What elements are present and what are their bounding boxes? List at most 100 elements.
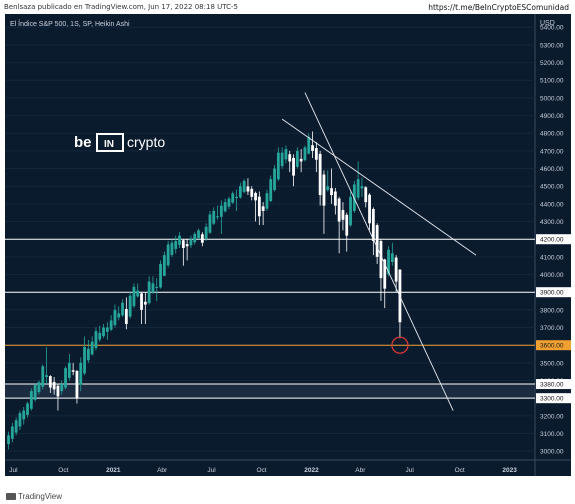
candle-body <box>368 194 371 224</box>
candle-body <box>37 382 41 392</box>
candle-body <box>375 225 379 257</box>
candle-body <box>314 148 318 160</box>
price-tick-label: 3200.00 <box>540 413 564 420</box>
tradingview-logo[interactable]: TradingView <box>6 492 62 501</box>
tradingview-icon <box>6 493 16 501</box>
candle-body <box>94 331 98 349</box>
candles <box>7 131 402 450</box>
target-circle <box>391 336 409 354</box>
candle-body <box>311 145 314 151</box>
candle-body <box>333 191 337 206</box>
candle-body <box>174 240 178 249</box>
candle-body <box>379 240 383 279</box>
publisher-info: Benlsaza publicado en TradingView.com, J… <box>4 3 238 11</box>
candle-body <box>265 193 269 209</box>
candle-body <box>75 370 79 399</box>
community-link[interactable]: https://t.me/BeInCryptoESComunidad <box>428 3 569 12</box>
candle-body <box>60 384 64 392</box>
level-label: 3600.00 <box>540 343 564 350</box>
time-tick-label: Abr <box>157 467 168 474</box>
candle-body <box>86 348 90 361</box>
time-tick-label: 2023 <box>502 467 517 474</box>
candle-body <box>124 308 128 324</box>
candle-body <box>71 370 75 372</box>
candle-body <box>280 152 284 167</box>
beincrypto-logo: be IN crypto <box>74 133 165 152</box>
candle-body <box>67 362 71 378</box>
candle-body <box>128 295 132 317</box>
candle-body <box>246 186 250 192</box>
candle-body <box>390 253 394 262</box>
candle-body <box>273 168 276 191</box>
price-tick-label: 3500.00 <box>540 360 564 367</box>
time-tick-label: Abr <box>355 467 366 474</box>
candle-body <box>121 302 124 316</box>
candle-body <box>212 210 216 224</box>
candle-body <box>238 186 242 198</box>
chart-area[interactable]: 5400.00 5300.00 5200.00 5100.00 5000.00 4900.… <box>5 14 571 476</box>
candle-body <box>185 244 189 247</box>
candle-body <box>200 234 204 243</box>
candle-body <box>295 150 299 167</box>
chart-background <box>5 14 571 476</box>
price-tick-label: 3100.00 <box>540 431 564 438</box>
candle-body <box>371 209 375 241</box>
price-tick-label: 5300.00 <box>540 42 564 49</box>
time-tick-label: 2021 <box>106 467 121 474</box>
time-tick-label: Jul <box>406 467 415 474</box>
candle-body <box>387 249 390 275</box>
candle-body <box>189 239 193 246</box>
chart-title: El Índice S&P 500, 1S, SP, Heikin Ashi <box>10 19 130 28</box>
price-chart[interactable]: 5400.00 5300.00 5200.00 5100.00 5000.00 4900.… <box>5 14 571 476</box>
candle-body <box>98 332 102 340</box>
candle-body <box>284 149 288 160</box>
candle-body <box>197 230 200 239</box>
trendlines <box>281 92 477 411</box>
price-tick-label: 4600.00 <box>540 166 564 173</box>
candle-body <box>318 153 322 196</box>
candle-body <box>90 341 94 355</box>
price-tick-label: 3800.00 <box>540 307 564 314</box>
candle-body <box>341 210 345 220</box>
candle-body <box>223 202 227 212</box>
logo-in: IN <box>104 139 114 150</box>
candle-body <box>102 327 105 337</box>
support-zone <box>5 384 535 399</box>
candle-body <box>33 384 37 400</box>
candle-body <box>178 235 181 245</box>
tradingview-label: TradingView <box>18 492 63 501</box>
price-tick-label: 4500.00 <box>540 184 564 191</box>
candle-body <box>208 214 212 233</box>
candle-body <box>41 366 45 387</box>
candle-body <box>299 158 303 162</box>
candle-body <box>155 286 159 288</box>
currency-label: USD <box>540 20 555 27</box>
level-label-box <box>536 379 571 390</box>
level-label-box <box>536 234 571 245</box>
time-tick-label: Jul <box>9 467 18 474</box>
candle-body <box>330 188 333 196</box>
candle-body <box>250 188 254 197</box>
candle-body <box>143 301 147 305</box>
zone-band <box>5 384 535 399</box>
level-label: 3380.00 <box>540 382 564 389</box>
price-tick-label: 4400.00 <box>540 201 564 208</box>
candle-body <box>292 157 295 176</box>
candle-body <box>326 186 330 191</box>
price-tick-label: 5100.00 <box>540 78 564 85</box>
candle-body <box>231 193 235 203</box>
price-axis: 5400.00 5300.00 5200.00 5100.00 5000.00 4900.… <box>536 25 571 456</box>
candle-body <box>360 186 364 189</box>
candle-body <box>254 192 257 201</box>
candle-body <box>132 286 136 307</box>
candle-body <box>307 136 311 154</box>
candle-body <box>26 403 29 415</box>
candle-body <box>14 420 18 433</box>
candle-body <box>257 196 261 217</box>
candle-body <box>162 255 166 276</box>
candle-body <box>269 179 273 202</box>
logo-crypto: crypto <box>127 134 165 150</box>
candle-body <box>48 376 52 388</box>
candle-body <box>303 147 307 161</box>
level-label-box <box>536 393 571 404</box>
